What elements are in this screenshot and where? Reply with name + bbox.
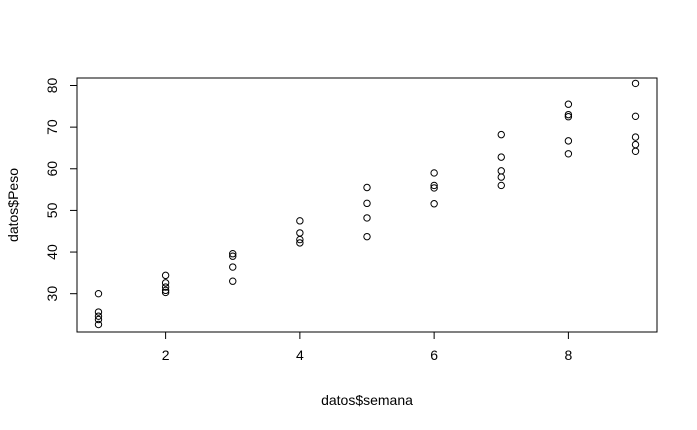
data-point bbox=[497, 181, 505, 190]
data-point bbox=[564, 110, 573, 119]
data-point bbox=[631, 133, 640, 141]
data-point bbox=[430, 200, 438, 208]
data-point bbox=[564, 150, 573, 158]
plot-frame bbox=[76, 77, 658, 333]
data-point bbox=[161, 279, 170, 287]
data-point bbox=[497, 130, 505, 139]
data-point bbox=[497, 173, 505, 181]
data-point bbox=[631, 140, 640, 149]
data-point bbox=[564, 100, 573, 108]
data-point bbox=[631, 147, 640, 155]
data-point bbox=[631, 112, 640, 121]
data-point bbox=[296, 239, 304, 247]
data-point bbox=[94, 308, 103, 316]
data-point bbox=[430, 184, 438, 192]
x-tick-label: 4 bbox=[296, 347, 304, 363]
data-point bbox=[564, 137, 573, 145]
data-point bbox=[229, 277, 237, 285]
x-tick-label: 6 bbox=[430, 347, 438, 363]
data-point bbox=[94, 320, 103, 329]
data-point bbox=[497, 167, 505, 175]
x-axis: 2 4 6 8 bbox=[162, 331, 572, 363]
data-point bbox=[430, 169, 438, 177]
data-points bbox=[94, 79, 640, 329]
data-point bbox=[363, 214, 371, 222]
x-axis-label: datos$semana bbox=[321, 392, 413, 408]
data-point bbox=[296, 235, 304, 244]
y-tick-label: 60 bbox=[44, 161, 60, 177]
data-point bbox=[94, 289, 103, 298]
data-point bbox=[229, 252, 237, 260]
data-point bbox=[229, 250, 237, 258]
data-point bbox=[161, 286, 170, 295]
y-tick-label: 50 bbox=[44, 202, 60, 218]
data-point bbox=[161, 288, 170, 297]
data-point bbox=[94, 315, 103, 324]
data-point bbox=[363, 232, 371, 241]
data-point bbox=[430, 181, 438, 190]
data-point bbox=[363, 183, 371, 192]
x-tick-label: 8 bbox=[564, 347, 572, 363]
y-tick-label: 70 bbox=[44, 119, 60, 135]
x-tick-label: 2 bbox=[162, 347, 170, 363]
data-point bbox=[161, 271, 170, 280]
y-axis-label: datos$Peso bbox=[5, 168, 21, 242]
y-tick-label: 80 bbox=[44, 77, 60, 93]
data-point bbox=[229, 263, 237, 271]
y-tick-label: 40 bbox=[44, 244, 60, 260]
y-tick-label: 30 bbox=[44, 286, 60, 302]
y-axis: 30 40 50 60 70 80 bbox=[44, 77, 78, 302]
data-point bbox=[564, 113, 573, 121]
data-point bbox=[296, 217, 304, 225]
data-point bbox=[631, 79, 640, 88]
data-point bbox=[161, 283, 170, 291]
data-point bbox=[497, 153, 505, 161]
data-point bbox=[363, 199, 371, 208]
data-point bbox=[296, 229, 304, 237]
data-point bbox=[94, 312, 103, 320]
